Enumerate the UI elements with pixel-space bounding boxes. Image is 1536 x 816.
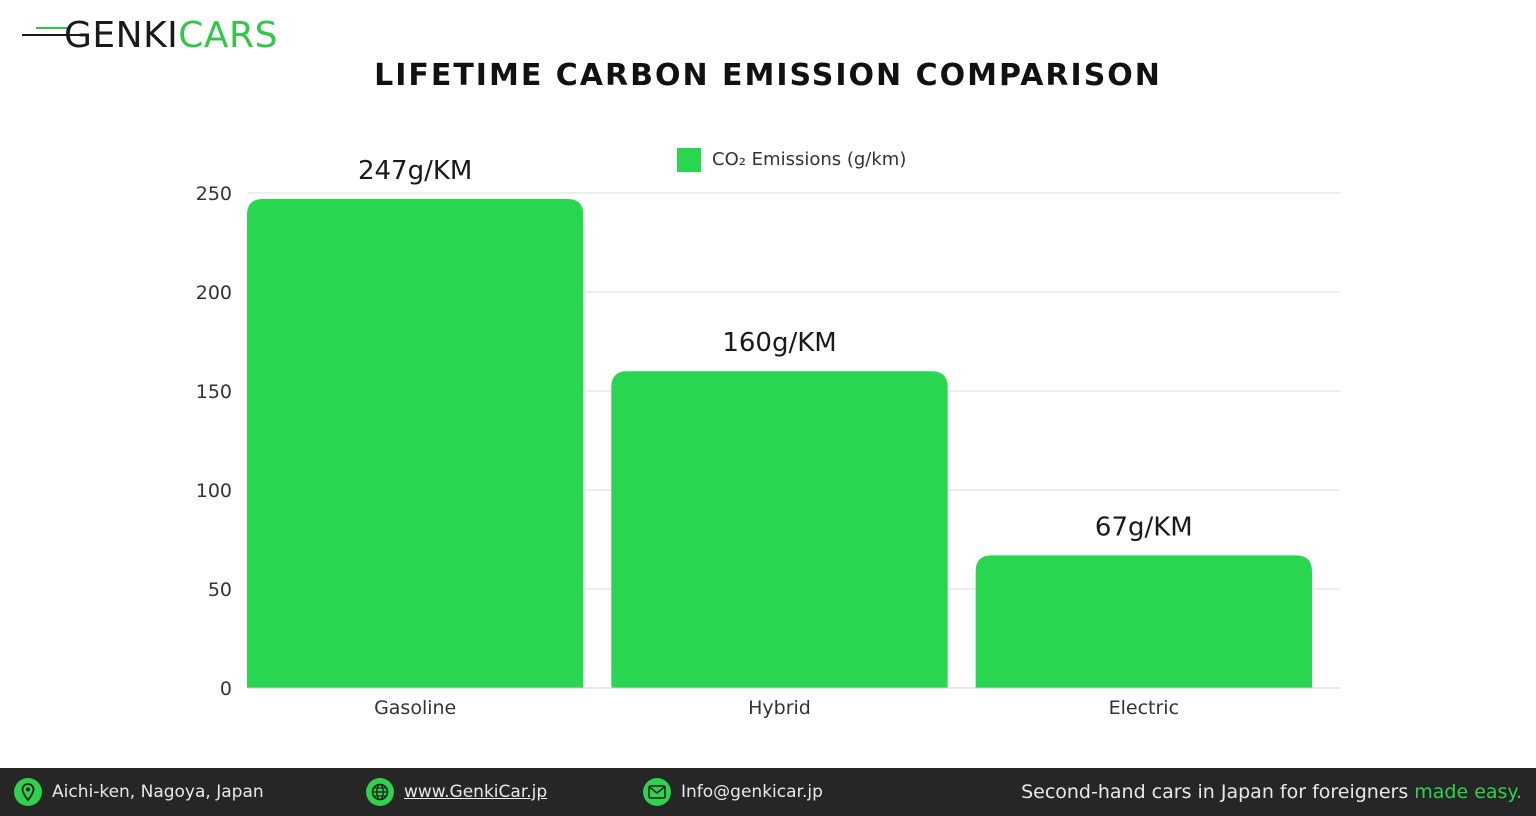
logo-text-cars: CARS xyxy=(178,15,278,56)
x-tick-label: Gasoline xyxy=(374,697,456,719)
globe-icon xyxy=(366,778,394,806)
legend-swatch xyxy=(677,148,701,172)
y-tick-label: 0 xyxy=(220,678,232,700)
bar-chart: 0 50 100 150 200 250 247g/KM Gasoline 160g/KM Hyb… xyxy=(196,148,1340,719)
logo-text-genki: GENKI xyxy=(64,15,179,56)
email-icon xyxy=(643,778,671,806)
y-tick-label: 250 xyxy=(196,183,232,205)
bar xyxy=(975,555,1312,688)
bar xyxy=(611,371,948,688)
x-tick-label: Electric xyxy=(1109,697,1179,719)
footer-location: Aichi-ken, Nagoya, Japan xyxy=(14,768,264,816)
bar xyxy=(247,198,584,688)
logo-speed-lines-icon xyxy=(22,14,84,56)
data-label: 247g/KM xyxy=(358,156,472,186)
y-tick-label: 100 xyxy=(196,480,232,502)
legend-label: CO₂ Emissions (g/km) xyxy=(712,149,906,170)
y-tick-label: 150 xyxy=(196,381,232,403)
logo-text: GENKICARS xyxy=(64,16,278,56)
tagline-accent: made easy. xyxy=(1414,781,1522,803)
y-tick-label: 50 xyxy=(208,579,232,601)
footer-location-text: Aichi-ken, Nagoya, Japan xyxy=(52,782,264,802)
y-tick-label: 200 xyxy=(196,282,232,304)
website-link[interactable]: www.GenkiCar.jp xyxy=(404,782,548,802)
footer-website[interactable]: www.GenkiCar.jp xyxy=(366,768,547,816)
email-link[interactable]: Info@genkicar.jp xyxy=(681,782,823,802)
footer-email[interactable]: Info@genkicar.jp xyxy=(643,768,823,816)
chart-title: LIFETIME CARBON EMISSION COMPARISON xyxy=(374,58,1162,93)
x-tick-label: Hybrid xyxy=(748,697,811,719)
data-label: 160g/KM xyxy=(722,328,836,358)
footer-tagline: Second-hand cars in Japan for foreigners… xyxy=(1021,768,1522,816)
data-label: 67g/KM xyxy=(1095,512,1193,542)
location-pin-icon xyxy=(14,778,42,806)
tagline-main: Second-hand cars in Japan for foreigners xyxy=(1021,781,1409,803)
footer-bar: Aichi-ken, Nagoya, Japan www.GenkiCar.jp… xyxy=(0,768,1536,816)
